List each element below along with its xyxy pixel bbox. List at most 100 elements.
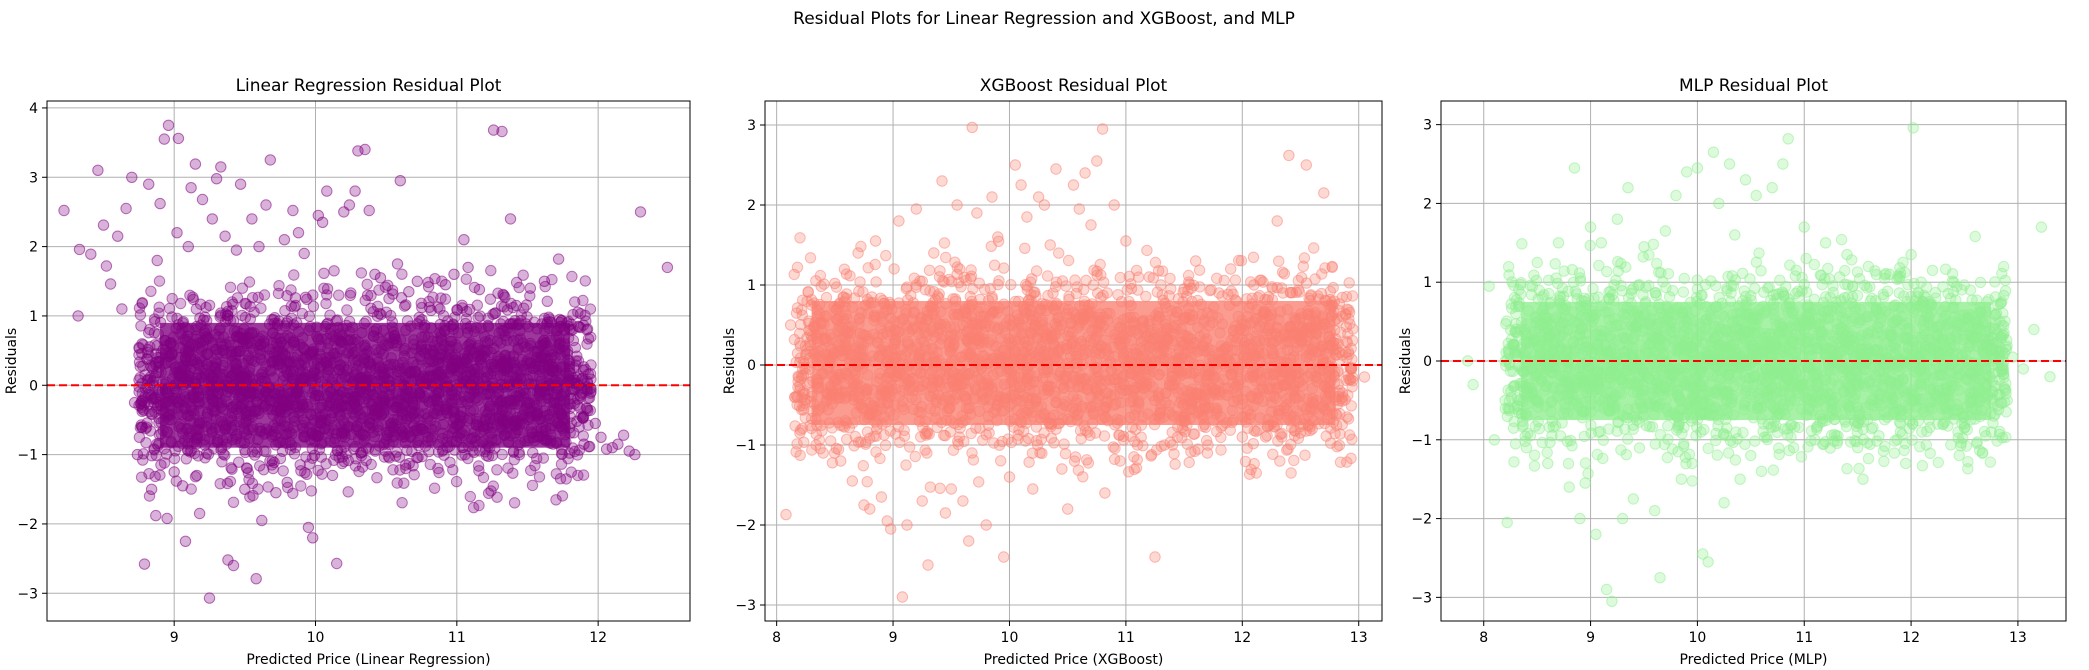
xgboost-point xyxy=(993,275,1005,287)
linear-regression-point xyxy=(154,197,166,210)
linear-regression-point xyxy=(320,297,332,310)
linear-regression-y-axis-label: Residuals xyxy=(4,328,20,394)
linear-regression-point xyxy=(429,273,441,285)
linear-regression-point xyxy=(145,285,157,297)
linear-regression-point xyxy=(203,299,216,311)
xgboost-point xyxy=(1241,442,1253,454)
linear-regression-point xyxy=(336,457,348,470)
linear-regression-point xyxy=(413,311,425,324)
linear-regression-point xyxy=(166,311,178,323)
xgboost-point xyxy=(806,444,818,456)
xgboost-point xyxy=(1215,431,1227,444)
linear-regression-point xyxy=(289,299,302,312)
linear-regression-point xyxy=(341,304,353,316)
xgboost-point xyxy=(1145,450,1157,462)
linear-regression-point xyxy=(428,482,441,494)
xgboost-points xyxy=(780,121,1371,603)
xgboost-point xyxy=(937,275,949,287)
linear-regression-point xyxy=(149,470,161,483)
linear-regression-point xyxy=(439,279,452,291)
xgboost-point xyxy=(1215,444,1227,456)
linear-regression-point xyxy=(371,472,383,484)
linear-regression-point xyxy=(210,173,223,185)
linear-regression-point xyxy=(292,227,305,239)
linear-regression-point xyxy=(303,458,316,470)
linear-regression-point xyxy=(203,592,216,604)
linear-regression-point xyxy=(222,305,234,318)
xgboost-point xyxy=(1023,456,1035,468)
linear-regression-point xyxy=(473,499,485,512)
xgboost-point xyxy=(993,439,1006,451)
xgboost-point xyxy=(909,450,921,463)
xgboost-point xyxy=(953,277,965,289)
xgboost-point xyxy=(995,455,1007,467)
xgboost-point xyxy=(1089,427,1102,439)
linear-regression-point xyxy=(460,313,472,325)
linear-regression-point xyxy=(520,299,533,311)
linear-regression-point xyxy=(185,182,197,194)
xgboost-point xyxy=(1218,274,1230,287)
linear-regression-point xyxy=(485,485,497,497)
linear-regression-point xyxy=(162,119,175,132)
xgboost-point xyxy=(794,232,806,244)
linear-regression-point xyxy=(456,302,469,314)
linear-regression-point xyxy=(433,466,445,479)
linear-regression-point xyxy=(571,350,583,362)
linear-regression-ytick-label: −2 xyxy=(17,517,38,533)
linear-regression-point xyxy=(464,490,476,503)
linear-regression-point xyxy=(246,446,259,458)
linear-regression-point xyxy=(432,301,444,313)
xgboost-point xyxy=(1182,269,1195,282)
linear-regression-point xyxy=(161,512,173,525)
xgboost-point xyxy=(952,438,964,451)
xgboost-point xyxy=(1059,448,1072,460)
xgboost-point xyxy=(1041,270,1054,282)
linear-regression-point xyxy=(557,412,569,425)
linear-regression-point xyxy=(241,462,253,475)
linear-regression-point xyxy=(267,462,279,475)
linear-regression-point xyxy=(256,514,268,527)
linear-regression-point xyxy=(149,406,161,418)
linear-regression-point xyxy=(182,240,195,253)
linear-regression-point xyxy=(260,199,272,211)
linear-regression-point xyxy=(168,466,180,478)
linear-regression-point xyxy=(357,461,369,473)
linear-regression-point xyxy=(515,309,527,321)
linear-regression-point xyxy=(250,573,262,585)
xgboost-point xyxy=(1169,458,1181,470)
linear-regression-point xyxy=(318,267,330,279)
linear-regression-point xyxy=(425,304,437,317)
linear-regression-point xyxy=(246,292,259,304)
linear-regression-point xyxy=(300,451,312,463)
linear-regression-point xyxy=(273,280,285,292)
xgboost-point xyxy=(986,291,998,303)
linear-regression-point xyxy=(139,396,151,409)
linear-regression-point xyxy=(408,469,420,481)
linear-regression-point xyxy=(507,467,519,479)
linear-regression-point xyxy=(73,243,86,256)
linear-regression-point xyxy=(567,308,579,321)
linear-regression-point xyxy=(568,377,581,389)
linear-regression-point xyxy=(533,471,546,483)
linear-regression-point xyxy=(120,202,132,215)
xgboost-point xyxy=(1141,244,1153,257)
linear-regression-point xyxy=(538,275,551,287)
xgboost-point xyxy=(1070,287,1083,300)
linear-regression-point xyxy=(353,465,365,478)
linear-regression-point xyxy=(629,448,641,461)
xgboost-point xyxy=(964,290,976,303)
linear-regression-point xyxy=(151,254,163,267)
xgboost-point xyxy=(1058,438,1070,450)
linear-regression-point xyxy=(444,456,456,468)
linear-regression-point xyxy=(496,125,508,138)
linear-regression-point xyxy=(589,417,601,430)
linear-regression-point xyxy=(172,132,185,145)
linear-regression-point xyxy=(496,448,508,461)
xgboost-point xyxy=(1288,454,1300,467)
linear-regression-point xyxy=(227,496,240,508)
xgboost-point xyxy=(861,476,873,488)
linear-regression-point xyxy=(243,276,256,288)
xgboost-point xyxy=(884,425,896,437)
xgboost-point xyxy=(857,460,869,472)
